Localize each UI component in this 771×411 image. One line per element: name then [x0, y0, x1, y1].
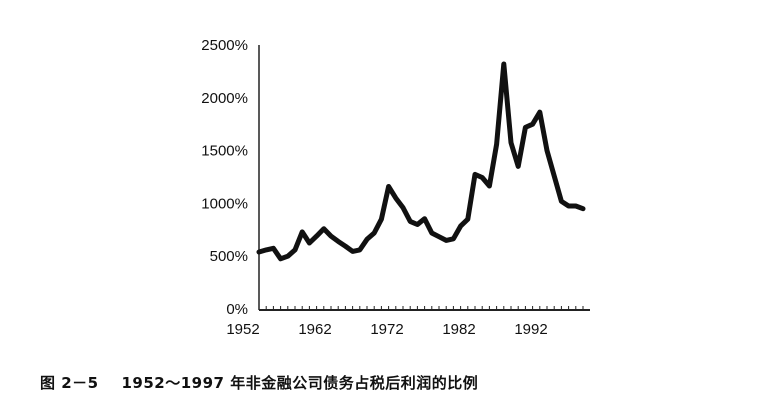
data-point: [539, 111, 541, 113]
data-point: [445, 239, 447, 241]
data-point: [431, 232, 433, 234]
x-tick-label: 1952: [226, 321, 259, 338]
data-points: [258, 63, 584, 260]
x-tick-label: 1962: [298, 321, 331, 338]
data-point: [359, 249, 361, 251]
data-point: [481, 177, 483, 179]
data-point: [524, 126, 526, 128]
data-point: [553, 175, 555, 177]
x-tick-label: 1982: [442, 321, 475, 338]
data-point: [409, 220, 411, 222]
data-point: [503, 63, 505, 65]
data-point: [582, 208, 584, 210]
data-point: [460, 225, 462, 227]
data-point: [265, 249, 267, 251]
x-tick-label: 1992: [514, 321, 547, 338]
x-tick-label: 1972: [370, 321, 403, 338]
y-tick-label: 1500%: [201, 143, 248, 160]
data-point: [323, 228, 325, 230]
data-point: [388, 186, 390, 188]
series-line: [256, 61, 586, 262]
data-point: [380, 218, 382, 220]
data-point: [316, 235, 318, 237]
data-point: [301, 231, 303, 233]
data-point: [294, 249, 296, 251]
data-point: [568, 205, 570, 207]
data-point: [488, 185, 490, 187]
data-point: [287, 255, 289, 257]
y-tick-label: 1000%: [201, 195, 248, 212]
data-point: [452, 238, 454, 240]
data-point: [344, 245, 346, 247]
y-tick-label: 2000%: [201, 90, 248, 107]
data-point: [352, 250, 354, 252]
data-point: [416, 224, 418, 226]
data-point: [366, 238, 368, 240]
data-point: [337, 240, 339, 242]
data-point: [402, 207, 404, 209]
y-tick-label: 2500%: [201, 37, 248, 54]
data-point: [272, 247, 274, 249]
data-point: [467, 218, 469, 220]
data-point: [517, 165, 519, 167]
data-point: [510, 142, 512, 144]
data-point: [258, 251, 260, 253]
data-point: [330, 235, 332, 237]
data-point: [280, 258, 282, 260]
data-point: [575, 205, 577, 207]
data-point: [474, 173, 476, 175]
data-point: [424, 218, 426, 220]
y-tick-label: 0%: [226, 301, 248, 318]
data-point: [560, 200, 562, 202]
data-point: [308, 242, 310, 244]
data-point: [438, 236, 440, 238]
data-point: [532, 123, 534, 125]
figure-caption: 图 2－5 1952～1997 年非金融公司债务占税后利润的比例: [40, 374, 479, 392]
y-tick-label: 500%: [210, 248, 248, 265]
data-point: [395, 197, 397, 199]
data-point: [373, 232, 375, 234]
data-point: [546, 150, 548, 152]
data-point: [496, 143, 498, 145]
